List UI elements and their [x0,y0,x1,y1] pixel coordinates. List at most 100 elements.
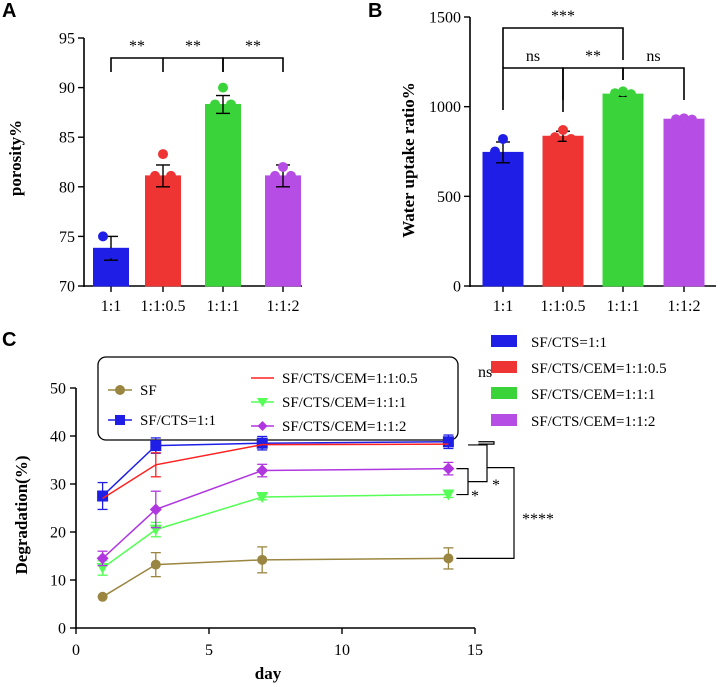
legend-marker-cem-2 [257,421,268,431]
panel-c-ylabel: Degradation(%) [12,456,31,575]
panel-b-data-point [558,124,568,135]
panel-b-data-point [687,114,697,125]
panel-c-marker [97,490,109,502]
panel-c-series [97,546,454,602]
panel-c-xtick-label: 10 [334,642,350,659]
panel-b-sig-bracket [502,27,624,68]
panel-c-marker [443,553,454,564]
panel-c-xtick-label: 15 [467,642,483,659]
panel-c-marker [256,464,269,477]
panel-c-sig-bracket [478,441,495,445]
panel-c-series-line [102,493,449,569]
panel-c-marker [150,559,161,570]
panel-b-xtick-label: 1:1:0.5 [541,298,586,315]
panel-c-xtick-label: 0 [72,642,80,659]
panel-b-bar [602,93,644,287]
panel-a-plot: 70 75 80 85 90 95 1:1 1:1:0.5 1:1:1 1:1:2 ** ** ** [59,31,302,315]
panel-a-xtick-label: 1:1:0.5 [141,298,186,315]
panel-c-series [102,443,449,500]
panel-c-marker [150,440,162,452]
panel-c-marker [149,503,162,516]
panel-b-data-point [626,89,636,100]
panel-b-bar [663,118,705,287]
panel-a-data-point [98,231,108,242]
panel-b-ytick-label: 1500 [429,10,461,27]
panel-b-bar [482,151,524,287]
panel-a-data-point [226,99,236,110]
panel-a-data-point [114,248,124,259]
panel-c-marker [256,491,269,503]
panel-c-legend-box [97,356,459,441]
legend-label-cem-0-5: SF/CTS/CEM=1:1:0.5 [531,361,667,377]
panel-a-data-point [158,149,168,160]
panel-a-data-point [210,99,220,110]
panel-c-marker [97,591,108,602]
panel-c-series-line [102,441,449,497]
panel-a-sig-bracket [222,57,284,72]
panel-c-sig-bracket [468,444,488,483]
panel-b-data-point [618,86,628,97]
legend-label-cem-2: SF/CTS/CEM=1:1:2 [531,414,655,430]
panel-c-sig-label: **** [522,511,554,528]
panel-b-bar [542,135,584,287]
panel-c-sig-label: * [471,488,479,505]
panel-c-legend: SF SF/CTS=1:1 SF/CTS/CEM=1:1:0.5 SF/CTS/… [97,356,459,441]
panel-a-bar [145,175,181,287]
legend-swatch-cem-2 [491,414,517,426]
panel-b-xtick-label: 1:1:1 [607,298,640,315]
legend-label-sf-cts: SF/CTS=1:1 [140,413,216,429]
panel-a-data-point [270,170,280,181]
panel-c-sig-bracket [456,468,469,496]
panel-a-ylabel: porosity% [6,120,25,196]
panel-a-sig-label: ** [185,38,201,55]
panel-a-ytick-label: 80 [59,179,75,196]
panel-c-sig-bracket [456,467,515,559]
panel-b-legend: SF/CTS=1:1 SF/CTS/CEM=1:1:0.5 SF/CTS/CEM… [491,335,667,430]
legend-label-cem-1-line: SF/CTS/CEM=1:1:1 [282,395,406,411]
panel-a-ytick-label: 70 [59,279,75,296]
panel-b-data-point [506,166,516,177]
panel-b-ylabel: Water uptake ratio% [399,82,418,238]
panel-b-sig-label: *** [551,8,575,25]
panel-c-marker [442,489,455,501]
panel-b-plot: 0 500 1000 1500 1:1 1:1:0.5 1:1:1 1:1:2 *** ns ** n… [429,8,716,315]
panel-letter-c: C [2,329,16,351]
panel-a-sig-label: ** [129,38,145,55]
panel-a-xtick-label: 1:1:2 [267,298,300,315]
panel-b-data-point [566,133,576,144]
legend-label-cem-2-line: SF/CTS/CEM=1:1:2 [282,419,406,435]
panel-a-ytick-label: 90 [59,80,75,97]
panel-a-sig-bracket [110,57,164,72]
panel-a-data-point [286,170,296,181]
panel-a-data-point [278,161,288,172]
panel-c-xtick-label: 5 [205,642,213,659]
panel-c-ytick-label: 10 [50,573,66,590]
legend-swatch-sf-cts-1-1 [491,335,517,347]
panel-c-marker [442,436,454,448]
legend-marker-sf [115,385,125,395]
panel-a-ytick-label: 85 [59,130,75,147]
panel-c-ytick-label: 50 [50,381,66,398]
panel-a-data-point [150,170,160,181]
panel-a-ytick-label: 95 [59,31,75,48]
panel-b-data-point [550,132,560,143]
panel-b-xtick-label: 1:1:2 [668,298,701,315]
panel-a-data-point [106,248,116,259]
panel-a-bar [205,103,241,287]
panel-c-marker [257,554,268,565]
panel-b-sig-bracket [502,67,564,112]
panel-b-sig-label: ** [585,48,601,65]
panel-b-sig-label: ns [646,48,660,65]
panel-c-xlabel: day [255,664,282,683]
legend-marker-cem-1 [257,398,268,407]
panel-a-data-point [218,82,228,93]
panel-c-series-line [102,443,449,500]
panel-b-data-point [679,113,689,124]
panel-c-series-line [102,557,449,598]
panel-b-data-point [671,114,681,125]
panel-c-series [96,489,455,576]
panel-a-ytick-label: 75 [59,229,75,246]
panel-letter-b: B [368,0,382,22]
